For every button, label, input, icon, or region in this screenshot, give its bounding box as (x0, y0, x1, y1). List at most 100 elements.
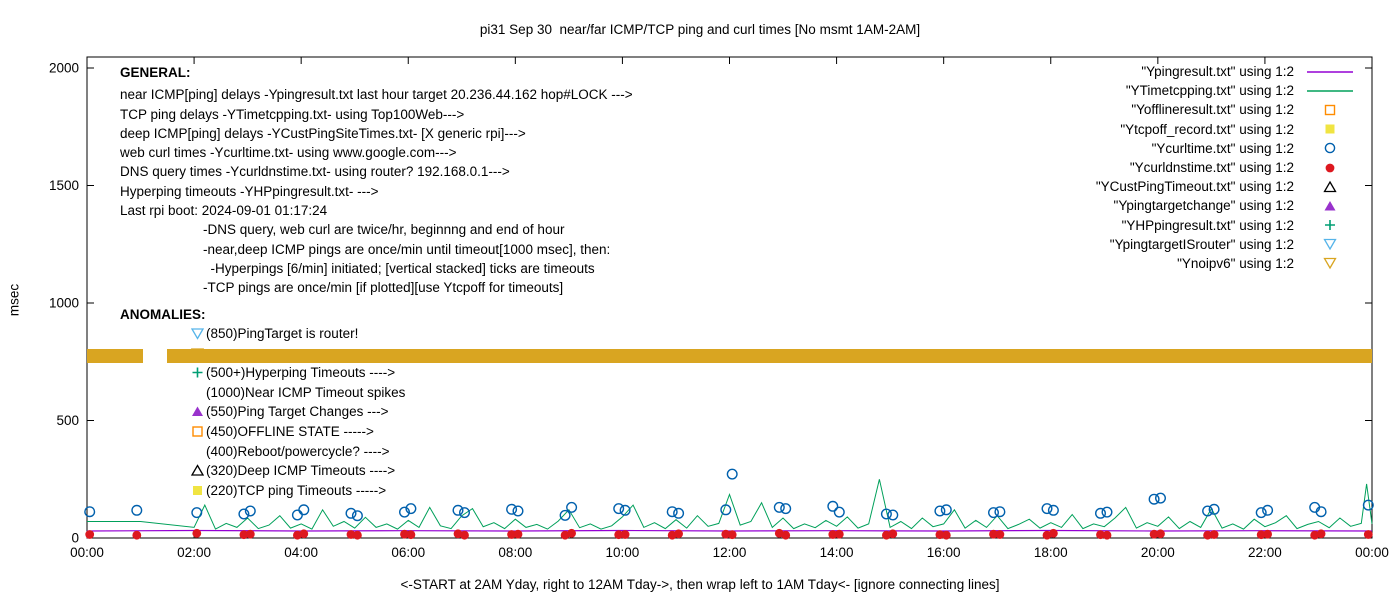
noipv6-band (87, 348, 144, 363)
x-tick-label: 20:00 (1141, 545, 1175, 560)
square-open-icon (1304, 103, 1356, 117)
legend-label: "Ypingresult.txt" using 1:2 (1141, 64, 1294, 80)
anomaly-item: (500+)Hyperping Timeouts ----> (120, 363, 405, 383)
general-line: web curl times -Ycurltime.txt- using www… (120, 145, 457, 161)
series-Ycurltime.txt (84, 468, 1374, 522)
circle-filled-icon (1304, 161, 1356, 175)
general-indented-lines: -DNS query, web curl are twice/hr, begin… (120, 220, 633, 297)
legend-entry: "YCustPingTimeout.txt" using 1:2 (1096, 177, 1356, 196)
legend: "Ypingresult.txt" using 1:2 "YTimetcpping… (1096, 62, 1356, 273)
circle-open-icon (1304, 141, 1356, 155)
general-line: near ICMP[ping] delays -Ypingresult.txt … (120, 87, 633, 103)
y-tick-label: 2000 (49, 61, 79, 76)
square-filled-icon (191, 484, 206, 497)
anomaly-item: (400)Reboot/powercycle? ----> (120, 442, 405, 462)
anomaly-item: (550)Ping Target Changes ---> (120, 402, 405, 422)
general-indented-line: -near,deep ICMP pings are once/min until… (203, 241, 611, 257)
general-line: Hyperping timeouts -YHPpingresult.txt- -… (120, 183, 379, 199)
y-tick-label: 1000 (49, 296, 79, 311)
anomaly-item: (850)PingTarget is router! (120, 324, 405, 344)
triangle-down-open-icon (1304, 256, 1356, 270)
triangle-down-open-icon (1304, 237, 1356, 251)
general-line: DNS query times -Ycurldnstime.txt- using… (120, 164, 510, 180)
x-tick-label: 06:00 (391, 545, 425, 560)
general-lines: near ICMP[ping] delays -Ypingresult.txt … (120, 85, 633, 220)
legend-entry: "Ypingresult.txt" using 1:2 (1096, 62, 1356, 81)
anomaly-text: (220)TCP ping Timeouts -----> (206, 482, 387, 498)
legend-entry: "Ytcpoff_record.txt" using 1:2 (1096, 120, 1356, 139)
anomaly-item: (450)OFFLINE STATE -----> (120, 422, 405, 442)
x-tick-label: 00:00 (1355, 545, 1389, 560)
x-tick-label: 08:00 (498, 545, 532, 560)
line-icon (1304, 65, 1356, 79)
general-line: deep ICMP[ping] delays -YCustPingSiteTim… (120, 125, 526, 141)
legend-label: "Ytcpoff_record.txt" using 1:2 (1120, 121, 1294, 137)
legend-label: "YHPpingresult.txt" using 1:2 (1121, 217, 1294, 233)
y-tick-label: 500 (56, 413, 79, 428)
chart-title: pi31 Sep 30 near/far ICMP/TCP ping and c… (479, 22, 921, 37)
triangle-down-open-icon (191, 327, 206, 340)
legend-entry: "YpingtargetISrouter" using 1:2 (1096, 235, 1356, 254)
anomaly-text: (1000)Near ICMP Timeout spikes (206, 384, 406, 400)
legend-label: "Ypingtargetchange" using 1:2 (1113, 198, 1294, 214)
anomaly-item: (1000)Near ICMP Timeout spikes (120, 383, 405, 403)
legend-label: "YTimetcpping.txt" using 1:2 (1125, 83, 1294, 99)
noipv6-band (167, 348, 1372, 363)
triangle-open-icon (1304, 180, 1356, 194)
x-axis-caption: <-START at 2AM Yday, right to 12AM Tday-… (400, 577, 1000, 592)
plus-icon (191, 366, 206, 379)
anomaly-text: (500+)Hyperping Timeouts ----> (206, 365, 396, 381)
legend-entry: "Ypingtargetchange" using 1:2 (1096, 196, 1356, 215)
triangle-filled-icon (191, 405, 206, 418)
x-tick-label: 12:00 (713, 545, 747, 560)
anomaly-item: (220)TCP ping Timeouts -----> (120, 481, 405, 501)
x-tick-label: 02:00 (177, 545, 211, 560)
x-tick-label: 00:00 (70, 545, 104, 560)
general-block: GENERAL: near ICMP[ping] delays -Ypingre… (120, 63, 633, 298)
anomaly-text: (320)Deep ICMP Timeouts ----> (206, 463, 396, 479)
line-icon (1304, 84, 1356, 98)
x-tick-label: 10:00 (606, 545, 640, 560)
square-filled-icon (1304, 122, 1356, 136)
legend-entry: "YTimetcpping.txt" using 1:2 (1096, 81, 1356, 100)
anomaly-text: (550)Ping Target Changes ---> (206, 404, 389, 420)
legend-entry: "Ynoipv6" using 1:2 (1096, 254, 1356, 273)
legend-entry: "Ycurltime.txt" using 1:2 (1096, 139, 1356, 158)
series-Ypingresult.txt (86, 529, 1373, 532)
general-indented-line: -Hyperpings [6/min] initiated; [vertical… (203, 260, 595, 276)
legend-entry: "Yofflineresult.txt" using 1:2 (1096, 100, 1356, 119)
x-tick-label: 04:00 (284, 545, 318, 560)
x-tick-label: 18:00 (1034, 545, 1068, 560)
x-tick-label: 16:00 (927, 545, 961, 560)
anomaly-text: (450)OFFLINE STATE -----> (206, 423, 374, 439)
series-YTimetcpping.txt (87, 479, 1373, 530)
y-tick-label: 0 (71, 531, 79, 546)
general-line: TCP ping delays -YTimetcpping.txt- using… (120, 106, 465, 122)
square-open-icon (191, 425, 206, 438)
plus-icon (1304, 218, 1356, 232)
legend-label: "YCustPingTimeout.txt" using 1:2 (1095, 179, 1294, 195)
triangle-open-icon (191, 464, 206, 477)
y-axis-label: msec (6, 283, 22, 317)
anomalies-heading: ANOMALIES: (120, 307, 206, 322)
legend-entry: "Ycurldnstime.txt" using 1:2 (1096, 158, 1356, 177)
anomaly-text: (850)PingTarget is router! (206, 326, 359, 341)
y-tick-label: 1500 (49, 178, 79, 193)
general-line: Last rpi boot: 2024-09-01 01:17:24 (120, 203, 328, 219)
legend-label: "Ycurldnstime.txt" using 1:2 (1129, 160, 1294, 176)
general-heading: GENERAL: (120, 65, 191, 80)
anomaly-item: (320)Deep ICMP Timeouts ----> (120, 461, 405, 481)
x-tick-label: 14:00 (820, 545, 854, 560)
legend-label: "YpingtargetISrouter" using 1:2 (1109, 236, 1294, 252)
general-indented-line: -DNS query, web curl are twice/hr, begin… (203, 222, 565, 238)
general-indented-line: -TCP pings are once/min [if plotted][use… (203, 280, 564, 296)
series-Ycurldnstime.txt (85, 528, 1373, 540)
legend-label: "Yofflineresult.txt" using 1:2 (1131, 102, 1294, 118)
anomaly-items: (850)PingTarget is router! (500+)Hyperpin… (120, 324, 405, 500)
triangle-filled-icon (1304, 199, 1356, 213)
legend-entry: "YHPpingresult.txt" using 1:2 (1096, 216, 1356, 235)
anomalies-block: ANOMALIES: (850)PingTarget is router! (50… (120, 305, 405, 500)
anomaly-text: (400)Reboot/powercycle? ----> (206, 443, 390, 459)
